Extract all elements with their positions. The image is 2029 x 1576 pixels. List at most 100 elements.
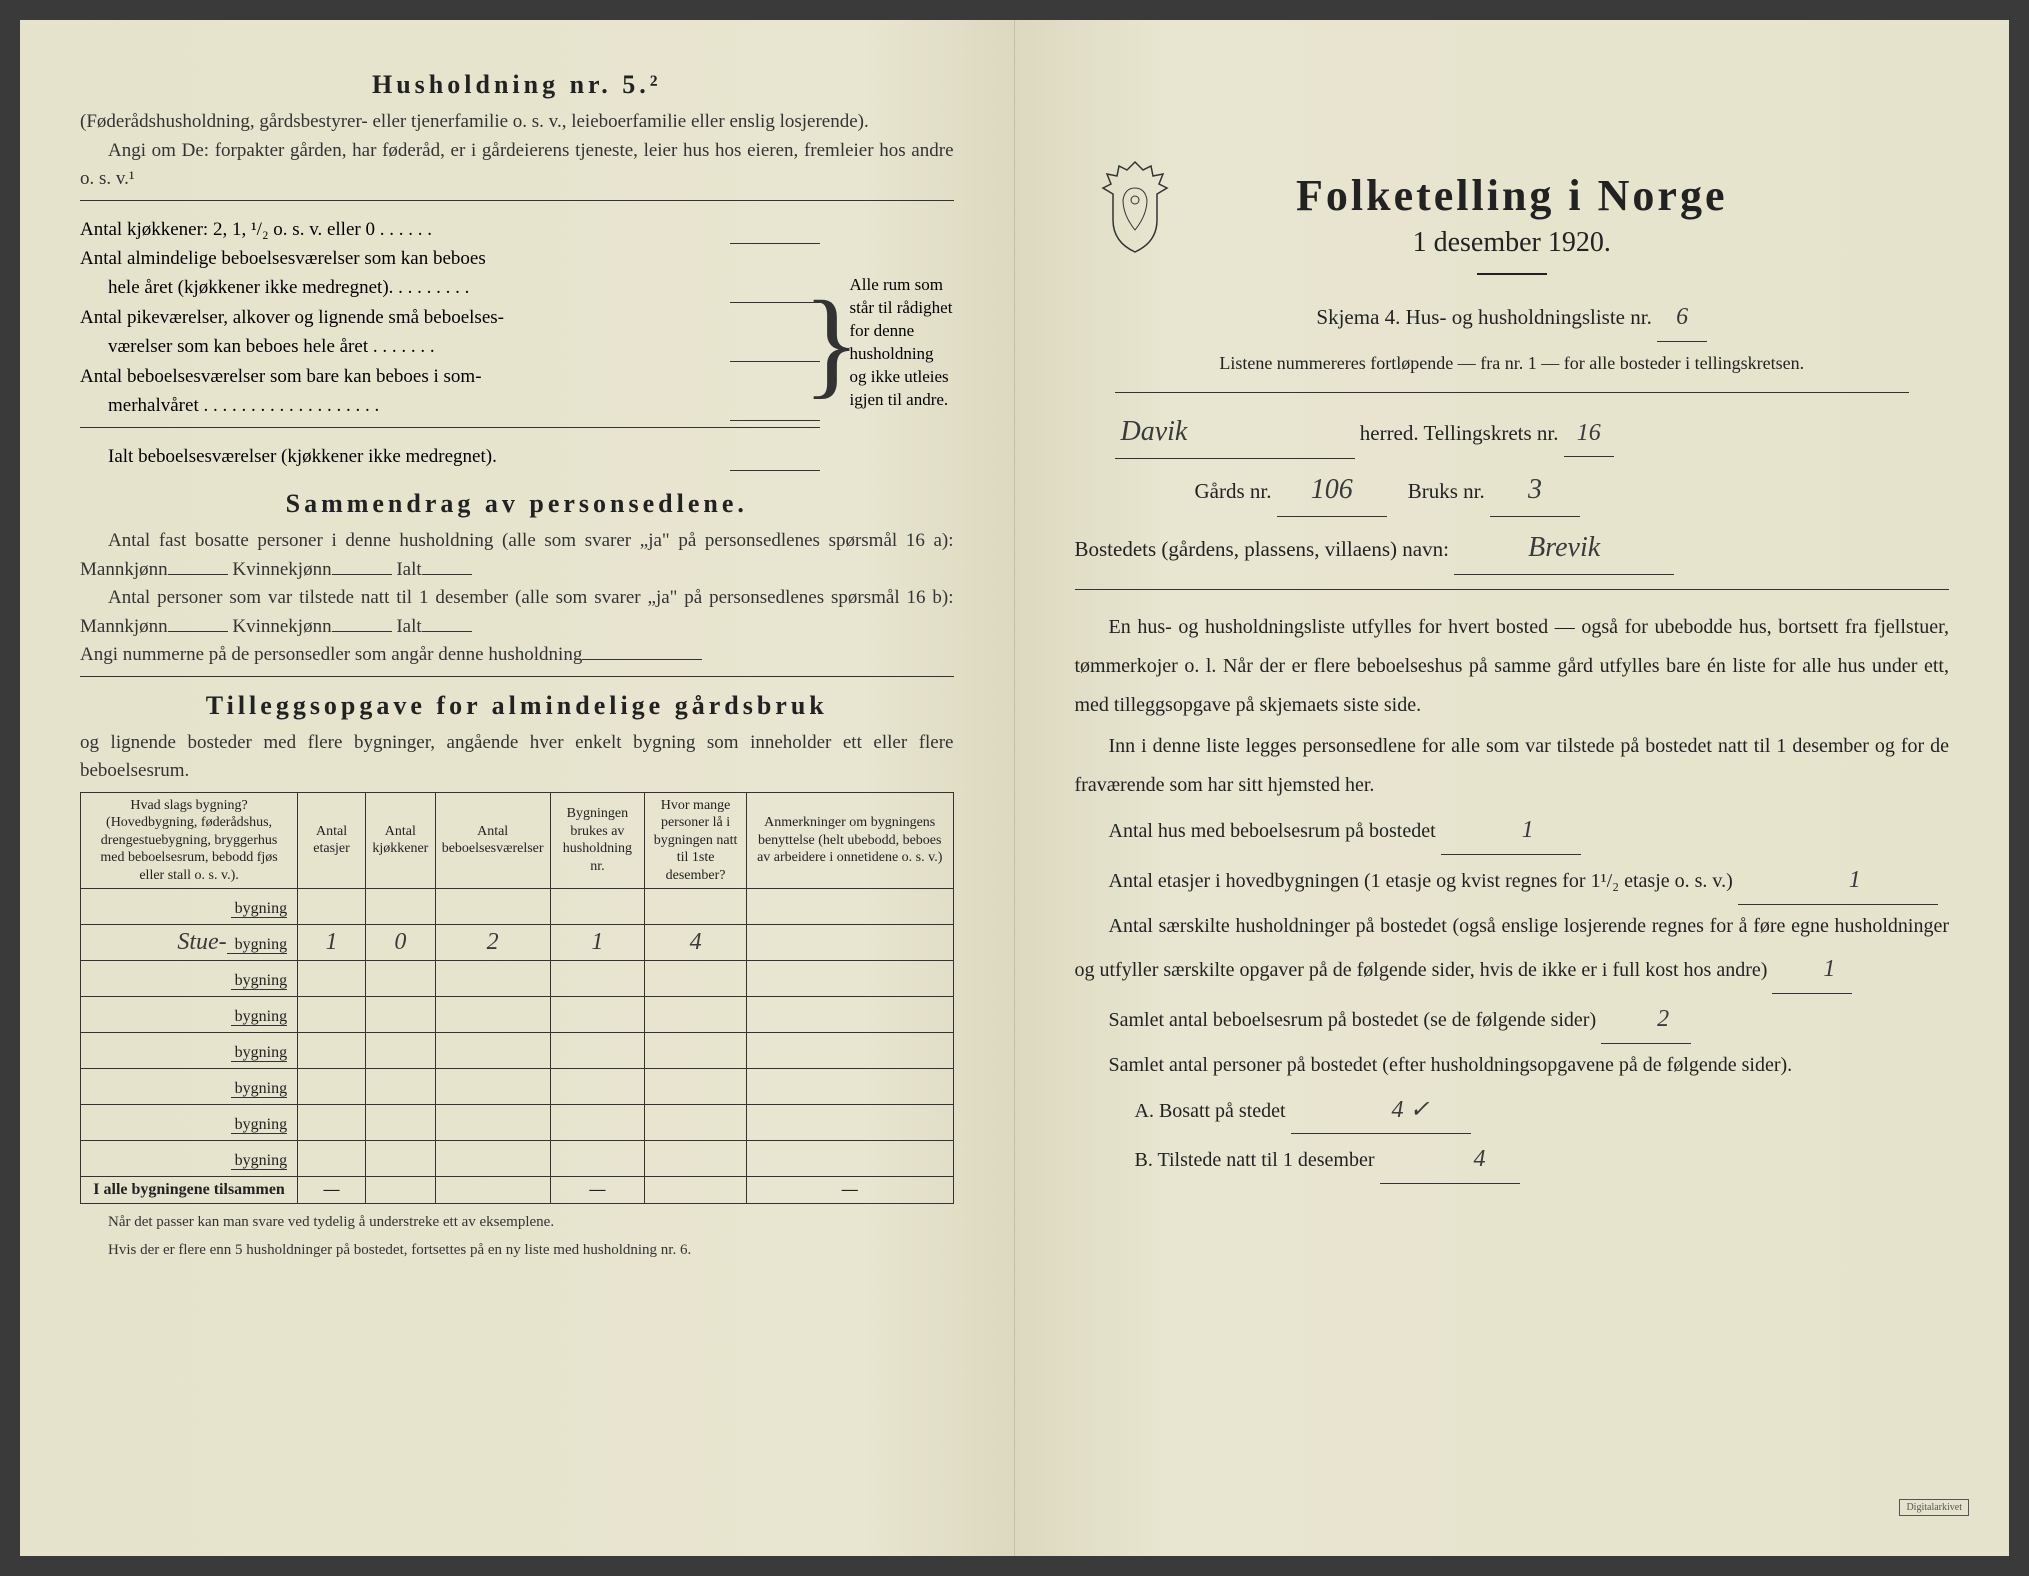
table-cell	[746, 925, 953, 961]
body-p1: En hus- og husholdningsliste utfylles fo…	[1075, 608, 1950, 725]
table-cell	[298, 1105, 366, 1141]
table-cell	[298, 1141, 366, 1177]
p6-value: 2	[1601, 996, 1691, 1044]
body-p7: Samlet antal personer på bostedet (efter…	[1075, 1046, 1950, 1085]
rooms-r1: Antal kjøkkener: 2, 1, ¹/₂ o. s. v. elle…	[80, 215, 730, 244]
table-cell: 1	[550, 925, 645, 961]
table-cell	[298, 1069, 366, 1105]
th-pers: Hvor mange personer lå i bygningen natt …	[645, 792, 747, 889]
table-cell	[298, 1033, 366, 1069]
table-footer-label: I alle bygningene tilsammen	[81, 1177, 298, 1204]
table-row: bygning	[81, 1105, 954, 1141]
dash: —	[298, 1177, 366, 1204]
sammendrag-title: Sammendrag av personsedlene.	[80, 489, 954, 519]
tillegg-title: Tilleggsopgave for almindelige gårdsbruk	[80, 691, 954, 721]
body-p5: Antal særskilte husholdninger på bostede…	[1075, 907, 1950, 994]
main-subtitle: 1 desember 1920.	[1075, 227, 1950, 259]
table-row: bygning	[81, 997, 954, 1033]
table-cell	[550, 1069, 645, 1105]
table-cell	[746, 1141, 953, 1177]
document-spread: Husholdning nr. 5.² (Føderådshusholdning…	[20, 20, 2009, 1556]
table-cell	[298, 889, 366, 925]
table-cell	[645, 997, 747, 1033]
table-cell	[746, 961, 953, 997]
table-cell	[550, 961, 645, 997]
p3-value: 1	[1441, 807, 1581, 855]
table-cell	[365, 1069, 435, 1105]
bosted-value: Brevik	[1454, 521, 1674, 575]
curly-brace: }	[820, 215, 844, 472]
rooms-total: Ialt beboelsesværelser (kjøkkener ikke m…	[80, 442, 730, 471]
intro-1: (Føderådshusholdning, gårdsbestyrer- ell…	[80, 108, 954, 137]
table-cell	[365, 961, 435, 997]
table-cell	[645, 889, 747, 925]
table-row: bygning	[81, 889, 954, 925]
table-row: bygning	[81, 961, 954, 997]
footnote-1: Når det passer kan man svare ved tydelig…	[80, 1212, 954, 1232]
table-cell: 4	[645, 925, 747, 961]
rooms-block: Antal kjøkkener: 2, 1, ¹/₂ o. s. v. elle…	[80, 215, 954, 472]
table-cell: 2	[435, 925, 550, 961]
table-cell	[746, 997, 953, 1033]
pA-value: 4 ✓	[1291, 1087, 1471, 1135]
table-cell	[550, 1141, 645, 1177]
left-page: Husholdning nr. 5.² (Føderådshusholdning…	[20, 20, 1015, 1556]
table-cell	[435, 889, 550, 925]
table-cell: 1	[298, 925, 366, 961]
body-p2: Inn i denne liste legges personsedlene f…	[1075, 727, 1950, 805]
skjema-line: Skjema 4. Hus- og husholdningsliste nr. …	[1075, 295, 1950, 342]
table-cell	[365, 1033, 435, 1069]
rooms-r2a: Antal almindelige beboelsesværelser som …	[80, 244, 820, 273]
title-divider	[1477, 273, 1547, 275]
table-cell	[746, 1105, 953, 1141]
gards-value: 106	[1277, 463, 1387, 517]
body-p3: Antal hus med beboelsesrum på bostedet 1	[1075, 807, 1950, 855]
gards-line: Gårds nr. 106 Bruks nr. 3	[1075, 463, 1950, 517]
coat-of-arms-icon	[1095, 160, 1175, 255]
rooms-r3a: Antal pikeværelser, alkover og lignende …	[80, 303, 820, 332]
table-cell	[550, 1033, 645, 1069]
th-bygning: Hvad slags bygning? (Hovedbygning, føder…	[81, 792, 298, 889]
table-cell	[550, 1105, 645, 1141]
sammendrag-p1: Antal fast bosatte personer i denne hush…	[80, 527, 954, 584]
pB-value: 4	[1380, 1136, 1520, 1184]
bosted-line: Bostedets (gårdens, plassens, villaens) …	[1075, 521, 1950, 575]
table-cell	[298, 997, 366, 1033]
table-cell	[550, 889, 645, 925]
table-cell	[645, 961, 747, 997]
rooms-r4a: Antal beboelsesværelser som bare kan beb…	[80, 362, 820, 391]
body-text: En hus- og husholdningsliste utfylles fo…	[1075, 608, 1950, 1184]
th-hush: Bygningen brukes av husholdning nr.	[550, 792, 645, 889]
body-p6: Samlet antal beboelsesrum på bostedet (s…	[1075, 996, 1950, 1044]
table-cell	[298, 961, 366, 997]
table-cell	[435, 1105, 550, 1141]
dash: —	[746, 1177, 953, 1204]
body-p4: Antal etasjer i hovedbygningen (1 etasje…	[1075, 857, 1950, 905]
table-cell	[435, 961, 550, 997]
table-cell	[365, 997, 435, 1033]
th-bebo: Antal beboelsesværelser	[435, 792, 550, 889]
table-cell: 0	[365, 925, 435, 961]
table-cell	[645, 1105, 747, 1141]
intro-2: Angi om De: forpakter gården, har føderå…	[80, 137, 954, 194]
table-cell	[550, 997, 645, 1033]
krets-value: 16	[1564, 411, 1614, 458]
archive-stamp: Digitalarkivet	[1899, 1499, 1969, 1516]
footnote-2: Hvis der er flere enn 5 husholdninger på…	[80, 1240, 954, 1260]
table-cell	[365, 1141, 435, 1177]
p4-value: 1	[1738, 857, 1938, 905]
table-row: bygning	[81, 1033, 954, 1069]
table-cell	[435, 1033, 550, 1069]
table-cell	[645, 1033, 747, 1069]
table-cell	[746, 1033, 953, 1069]
sammendrag-p3: Angi nummerne på de personsedler som ang…	[80, 641, 954, 670]
body-pB: B. Tilstede natt til 1 desember 4	[1075, 1136, 1950, 1184]
table-cell	[645, 1069, 747, 1105]
bruks-value: 3	[1490, 463, 1580, 517]
herred-value: Davik	[1115, 405, 1355, 459]
p5-value: 1	[1772, 946, 1852, 994]
listene-line: Listene nummereres fortløpende — fra nr.…	[1075, 346, 1950, 380]
table-cell	[365, 1105, 435, 1141]
table-cell	[435, 1141, 550, 1177]
table-cell	[365, 889, 435, 925]
